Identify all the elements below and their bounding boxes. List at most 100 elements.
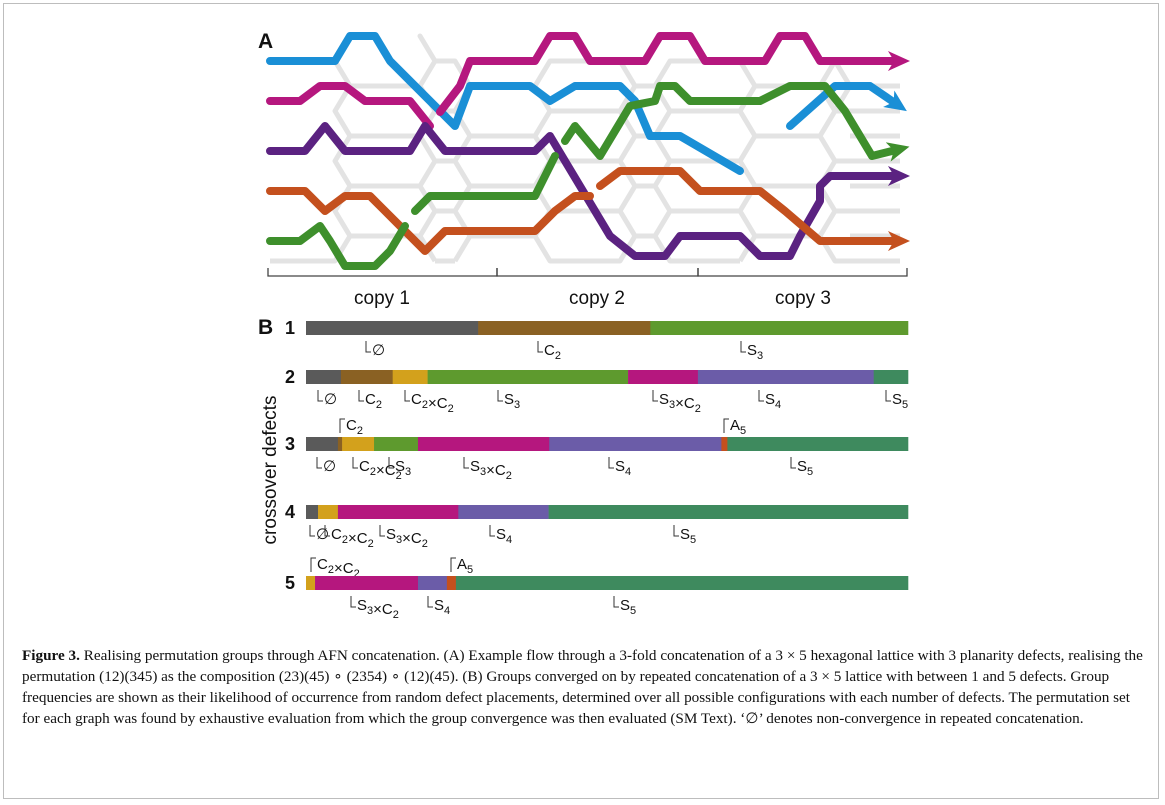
group-label-hook (388, 457, 394, 469)
group-label-hook (309, 525, 315, 537)
group-label-hook (673, 525, 679, 537)
bracket-copy-1 (267, 268, 498, 277)
group-label-hook (723, 418, 729, 433)
group-label: C2×C2 (411, 391, 454, 415)
panel-b-label: B (258, 316, 273, 339)
group-label: A5 (457, 556, 473, 576)
flow-path-magenta (266, 32, 892, 130)
caption-label: Figure 3. (22, 647, 80, 664)
bar-segment (427, 370, 629, 384)
bar-segment (392, 370, 428, 384)
group-label: S5 (892, 391, 908, 411)
row-defect-count: 3 (285, 434, 295, 454)
bar-segment (721, 437, 728, 451)
row-defect-count: 5 (285, 573, 295, 593)
group-label: C2×C2 (331, 526, 374, 550)
bar-segment (458, 505, 549, 519)
group-label-hook (379, 525, 385, 537)
group-label-hook (365, 341, 371, 353)
bar-segment (549, 437, 722, 451)
figure-3-graphic: A copy 1 copy 2 copy 3 B crossover defec… (258, 30, 1165, 621)
bar-segment (478, 321, 651, 335)
row-defect-count: 2 (285, 367, 295, 387)
copy-label-3: copy 3 (775, 288, 831, 309)
group-label: ∅ (316, 526, 329, 543)
bar-segment (337, 505, 459, 519)
group-label: C2×C2 (359, 458, 402, 482)
group-label: S4 (765, 391, 781, 411)
flow-path-blue (266, 32, 892, 175)
copy-brackets (267, 268, 908, 277)
group-label-hook (885, 390, 891, 402)
group-label: C2 (365, 391, 382, 411)
group-label-hook (608, 457, 614, 469)
bar-segment (318, 505, 339, 519)
group-label: C2 (544, 342, 561, 362)
bar-segment (697, 370, 874, 384)
row-defect-count: 4 (285, 502, 295, 522)
bar-segment (727, 437, 909, 451)
group-label: ∅ (372, 342, 385, 359)
group-label: S5 (620, 597, 636, 617)
bar-segment (306, 437, 339, 451)
copy-label-1: copy 1 (354, 288, 410, 309)
group-label-hook (497, 390, 503, 402)
bar-segment (446, 576, 457, 590)
bar-segment (548, 505, 909, 519)
group-label-hook (358, 390, 364, 402)
bar-segment (340, 370, 393, 384)
row-defect-count: 1 (285, 318, 295, 338)
bar-segment (306, 370, 342, 384)
group-label: C2×C2 (317, 556, 360, 580)
bar-segment (337, 437, 343, 451)
group-label: C2 (346, 417, 363, 437)
flow-path-green (266, 82, 892, 270)
group-label-hook (310, 557, 316, 572)
bar-segment (315, 576, 419, 590)
copy-label-2: copy 2 (569, 288, 625, 309)
group-label-hook (339, 418, 345, 433)
group-label-hook (316, 457, 322, 469)
group-label-hook (427, 596, 433, 608)
group-label-hook (350, 596, 356, 608)
y-axis-title: crossover defects (260, 396, 281, 545)
group-label-hook (489, 525, 495, 537)
bar-segment (873, 370, 909, 384)
group-label: S3 (747, 342, 763, 362)
group-label: S3×C2 (470, 458, 512, 482)
bar-segment (650, 321, 909, 335)
group-label-hook (613, 596, 619, 608)
caption-text: Realising permutation groups through AFN… (22, 647, 1143, 727)
group-label-hook (317, 390, 323, 402)
figure-frame (3, 3, 1159, 799)
group-label-hook (463, 457, 469, 469)
group-label-hook (450, 557, 456, 572)
group-label-hook (652, 390, 658, 402)
group-label: S5 (680, 526, 696, 546)
flow-path-orange (266, 167, 892, 251)
group-label: S3×C2 (357, 597, 399, 621)
group-label: S4 (496, 526, 512, 546)
group-label: S5 (797, 458, 813, 478)
bar-segment (455, 576, 909, 590)
group-label: ∅ (323, 458, 336, 475)
group-label: S4 (615, 458, 631, 478)
group-label: S3 (504, 391, 520, 411)
flow-path-purple (266, 122, 892, 260)
group-label-hook (758, 390, 764, 402)
group-label-hook (537, 341, 543, 353)
group-label: ∅ (324, 391, 337, 408)
figure-caption: Figure 3. Realising permutation groups t… (22, 645, 1147, 729)
bar-segment (342, 437, 375, 451)
bar-segment (417, 437, 550, 451)
group-label-hook (352, 457, 358, 469)
bar-segment (306, 576, 316, 590)
group-label-hook (740, 341, 746, 353)
group-label: S4 (434, 597, 450, 617)
bar-segment (417, 576, 448, 590)
panel-a-label: A (258, 30, 273, 53)
bar-segment (374, 437, 419, 451)
bracket-copy-2 (496, 268, 699, 277)
group-label-hook (404, 390, 410, 402)
